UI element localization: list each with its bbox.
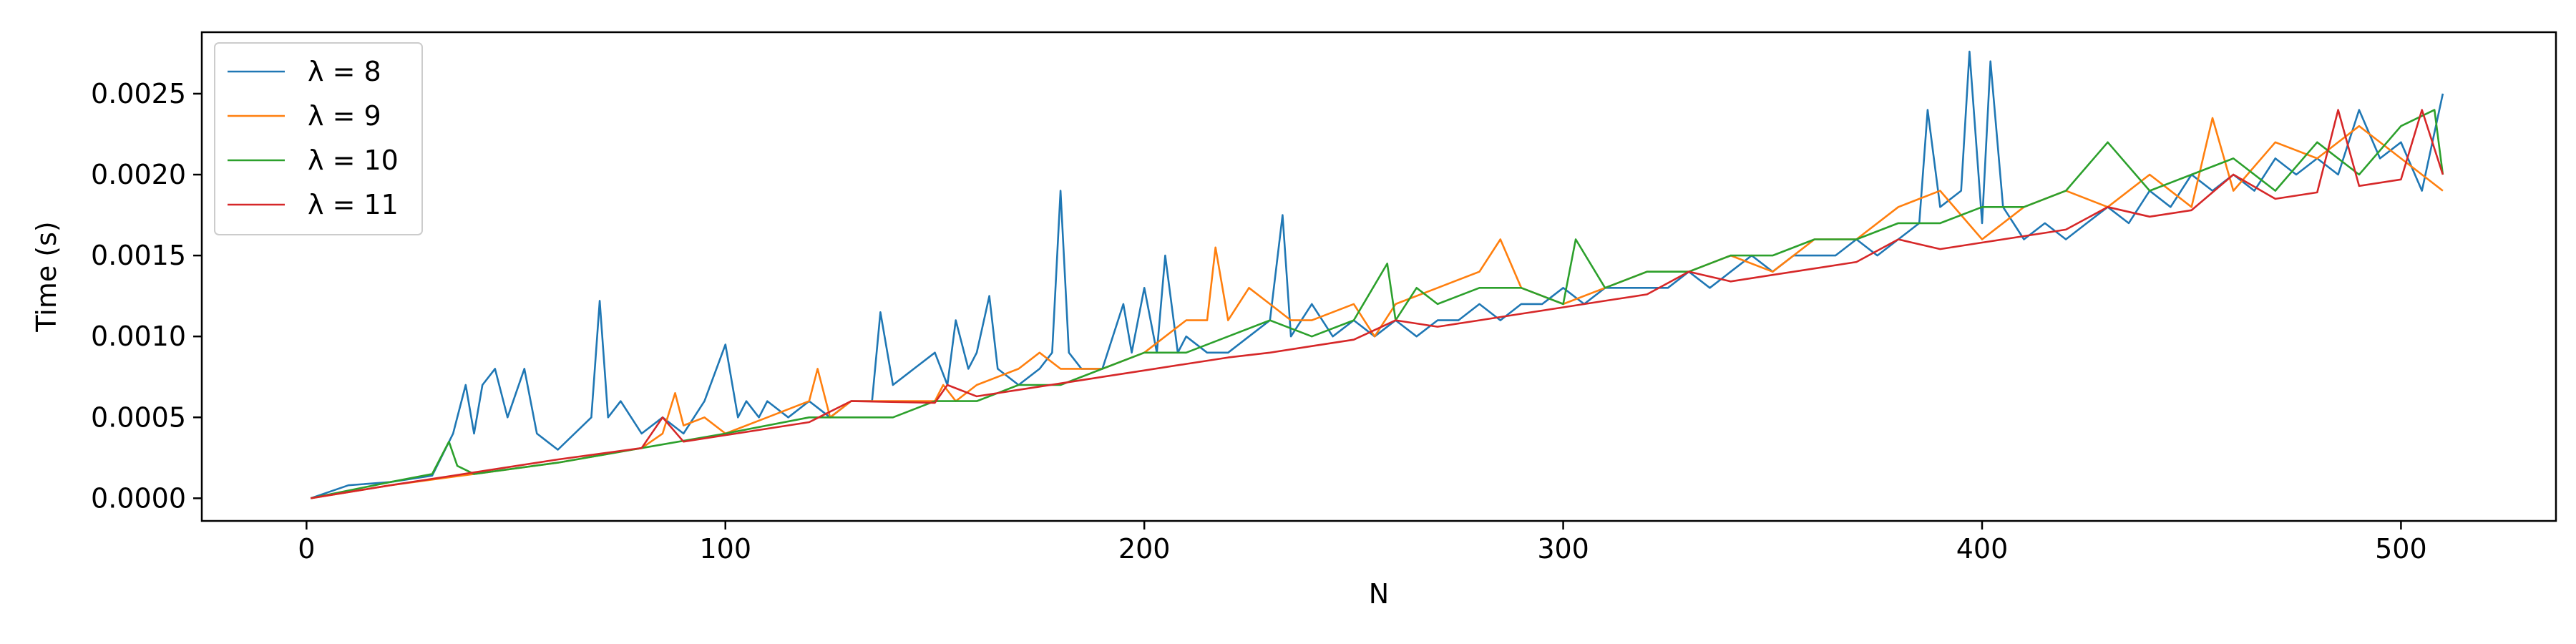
legend-label-3: λ = 10 (308, 145, 399, 176)
y-tick-label: 0.0025 (91, 78, 186, 109)
legend-label-1: λ = 8 (308, 56, 381, 87)
y-tick-label: 0.0020 (91, 159, 186, 190)
series-line-3 (310, 109, 2444, 499)
y-tick-label: 0.0000 (91, 482, 186, 514)
series-line-2 (310, 117, 2444, 499)
x-tick-label: 0 (298, 533, 315, 565)
series-line-4 (310, 109, 2444, 499)
legend-box (214, 42, 423, 235)
y-axis: 0.0000 0.0005 0.0010 0.0015 0.0020 0.0025 (91, 78, 202, 514)
x-tick-label: 100 (699, 533, 751, 565)
legend: λ = 8 λ = 9 λ = 10 λ = 11 (214, 42, 423, 235)
legend-label-4: λ = 11 (308, 189, 399, 220)
x-tick-label: 500 (2375, 533, 2427, 565)
x-tick-label: 200 (1118, 533, 1171, 565)
plot-area (310, 50, 2444, 499)
y-tick-label: 0.0005 (91, 401, 186, 433)
x-tick-label: 400 (1956, 533, 2009, 565)
y-tick-label: 0.0015 (91, 240, 186, 271)
y-axis-title: Time (s) (31, 221, 62, 333)
x-tick-label: 300 (1537, 533, 1589, 565)
x-axis-title: N (1369, 578, 1389, 610)
legend-label-2: λ = 9 (308, 100, 381, 132)
x-axis: 0 100 200 300 400 500 (298, 521, 2427, 565)
y-tick-label: 0.0010 (91, 321, 186, 352)
axes-frame (200, 31, 2557, 522)
series-line-1 (310, 50, 2444, 499)
